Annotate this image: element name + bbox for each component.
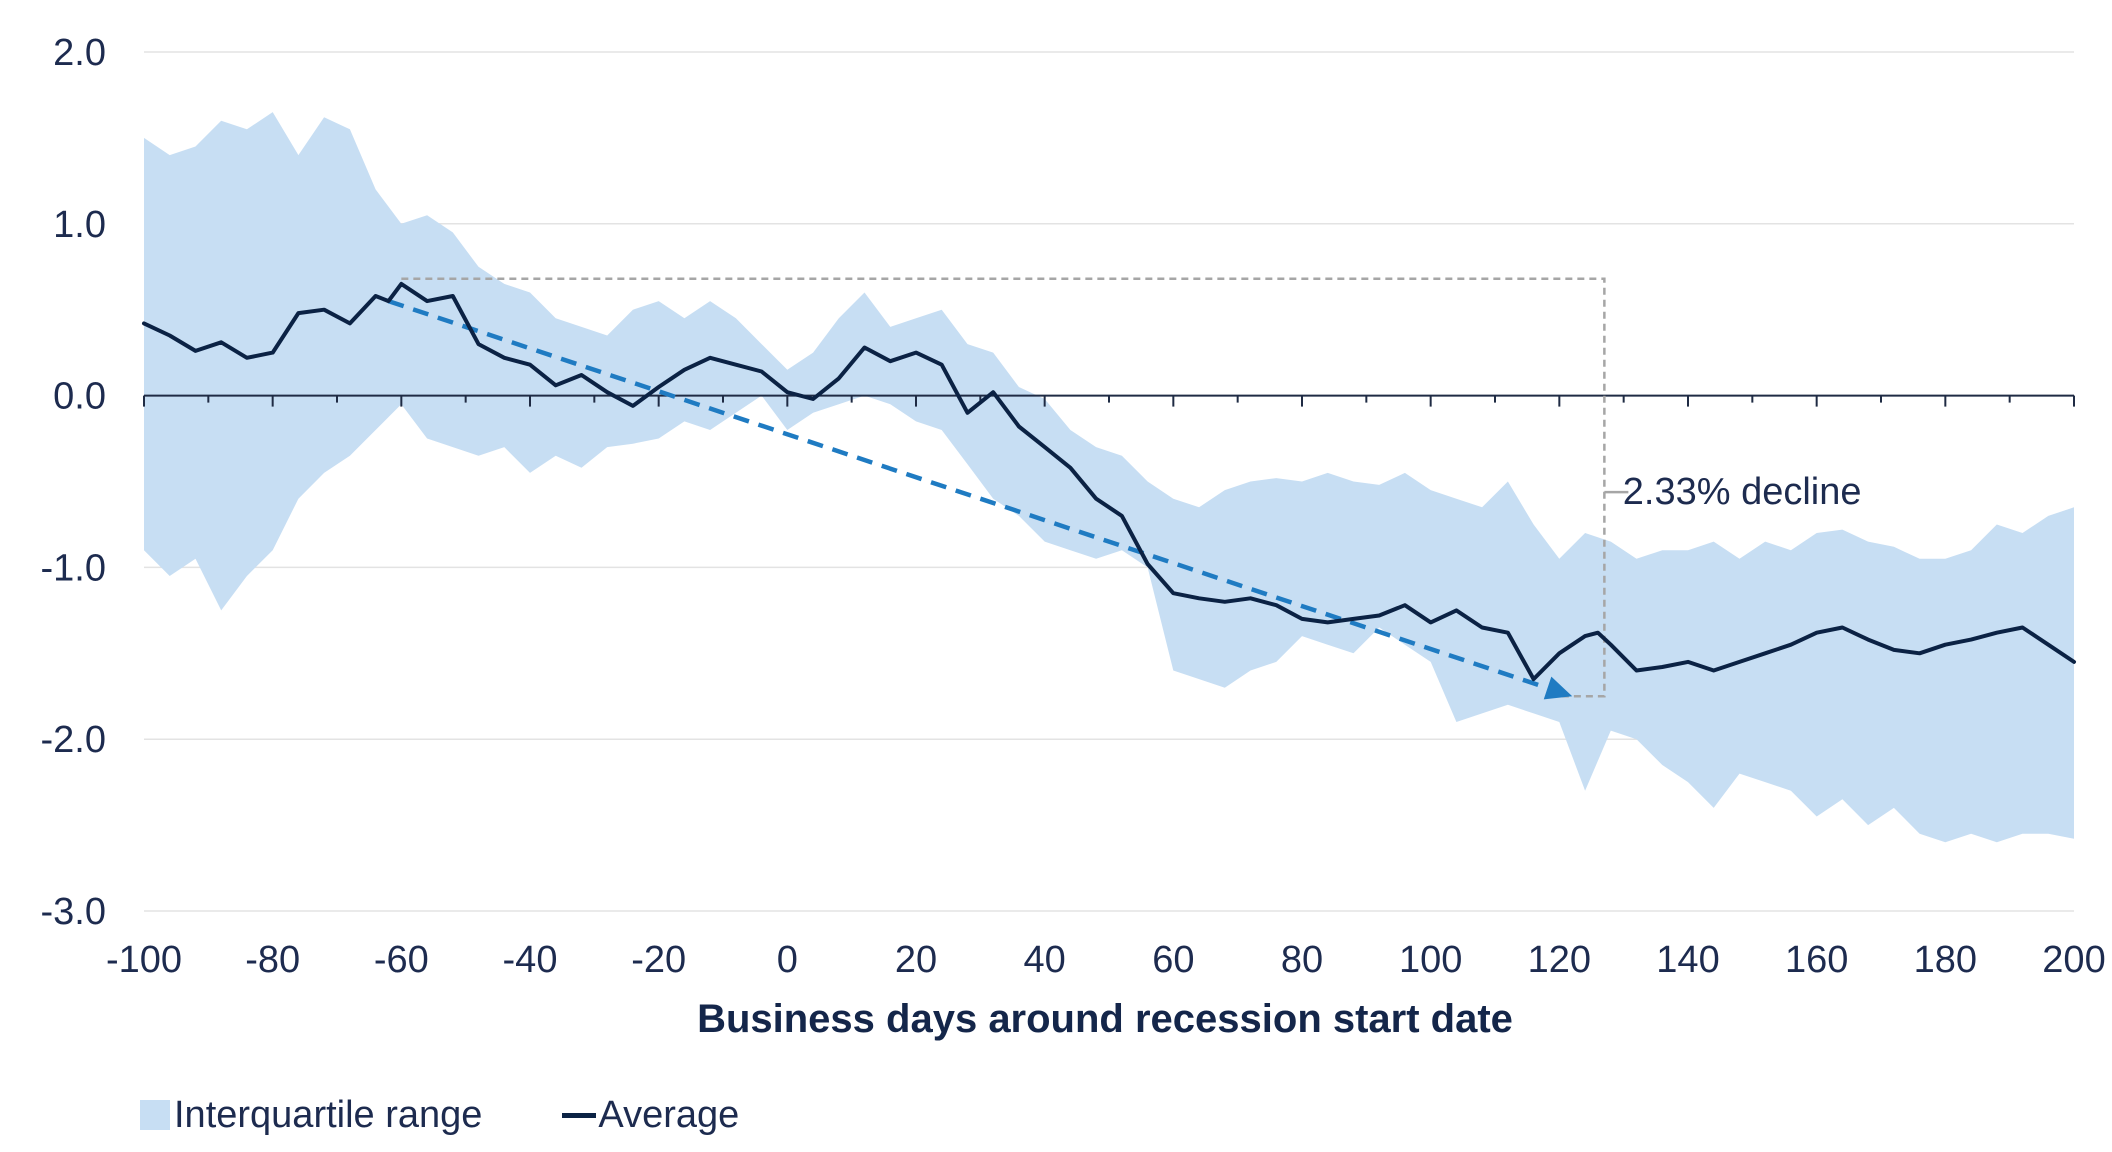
- x-tick-label: 180: [1914, 939, 1977, 981]
- y-tick-label: -3.0: [41, 891, 106, 933]
- x-tick-label: -60: [374, 939, 429, 981]
- x-axis-line-layer: [143, 394, 2075, 407]
- x-tick-label: 40: [1024, 939, 1066, 981]
- decline-bracket: [401, 277, 1606, 698]
- decline-label: 2.33% decline: [1623, 471, 1862, 513]
- average-line: [142, 281, 2076, 682]
- x-tick-label: 60: [1152, 939, 1194, 981]
- x-tick-label: 160: [1785, 939, 1848, 981]
- x-tick-label: -80: [245, 939, 300, 981]
- x-tick-label: 200: [2042, 939, 2105, 981]
- x-tick-label: 140: [1656, 939, 1719, 981]
- y-tick-label: 1.0: [53, 204, 106, 246]
- annotation-layer: 2.33% decline: [387, 277, 1862, 700]
- legend-item-average: Average: [562, 1094, 739, 1137]
- legend-swatch-line: [562, 1112, 597, 1118]
- x-tick-label: 0: [777, 939, 798, 981]
- legend: Interquartile range Average: [140, 1090, 819, 1140]
- y-tick-label: -1.0: [41, 547, 106, 589]
- legend-swatch-band: [140, 1100, 170, 1130]
- legend-label-average: Average: [598, 1093, 740, 1136]
- trend-arrow-head: [1543, 676, 1573, 700]
- x-tick-label: 20: [895, 939, 937, 981]
- interquartile-band-layer: [144, 112, 2074, 843]
- legend-item-interquartile-range: Interquartile range: [140, 1094, 482, 1137]
- y-tick-label: 0.0: [53, 376, 106, 418]
- x-tick-label: -40: [503, 939, 558, 981]
- average-line-layer: [142, 281, 2076, 682]
- x-tick-label: 100: [1399, 939, 1462, 981]
- x-tick-label: 80: [1281, 939, 1323, 981]
- x-axis-title: Business days around recession start dat…: [697, 997, 1513, 1041]
- x-tick-label: -20: [631, 939, 686, 981]
- trend-arrow-line: [387, 298, 1549, 691]
- x-tick-labels: -100 -80 -60 -40 -20 0 20 40 60 80 100 120 140 160 180…: [106, 939, 2106, 981]
- x-tick-label: 120: [1528, 939, 1591, 981]
- y-tick-label: -2.0: [41, 719, 106, 761]
- y-tick-labels: 2.0 1.0 0.0 -1.0 -2.0 -3.0: [41, 32, 106, 933]
- y-tick-label: 2.0: [53, 32, 106, 74]
- legend-label-interquartile-range: Interquartile range: [174, 1093, 483, 1136]
- interquartile-range-band: [144, 112, 2074, 843]
- x-tick-label: -100: [106, 939, 182, 981]
